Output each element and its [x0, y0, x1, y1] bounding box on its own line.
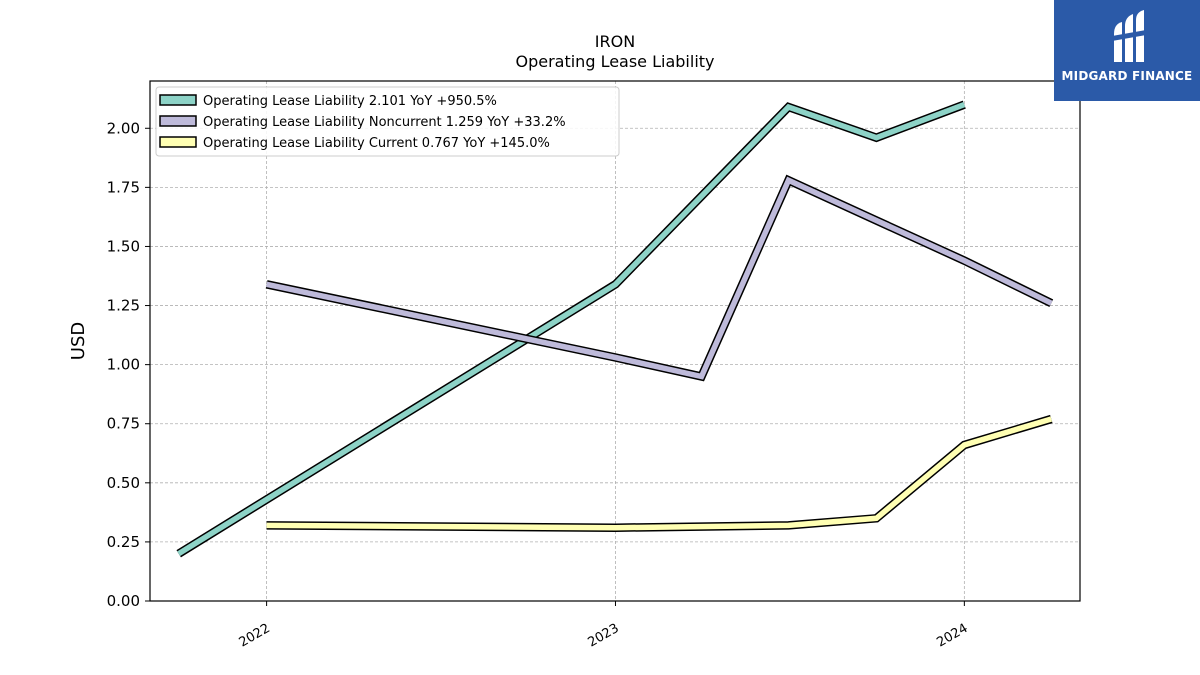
x-tick-label: 2024 [934, 621, 970, 651]
legend-swatch [159, 136, 197, 148]
y-tick-label: 1.50 [107, 237, 140, 255]
x-tick-label: 2023 [585, 621, 621, 651]
y-tick-label: 0.00 [107, 592, 140, 610]
series-line-outline [265, 174, 1054, 382]
brand-name: MIDGARD FINANCE [1061, 69, 1193, 83]
legend-label: Operating Lease Liability Noncurrent 1.2… [203, 115, 566, 130]
series-line-stroke [266, 416, 1053, 531]
y-tick-label: 1.75 [107, 178, 140, 196]
brand-logo: MIDGARD FINANCE [1054, 0, 1200, 101]
series-line-stroke [266, 176, 1053, 380]
y-tick-label: 1.00 [107, 356, 140, 374]
series-line-stroke [177, 102, 966, 557]
y-tick-label: 2.00 [107, 119, 140, 137]
series-line-outline [176, 100, 966, 558]
y-tick-label: 0.25 [107, 533, 140, 551]
series-line-0 [176, 100, 966, 558]
chart-title: IRON [595, 32, 635, 51]
tick-layer: 0.00 0.25 0.50 0.75 1.00 1.25 1.50 1.75 2.00 2022… [107, 119, 971, 650]
y-tick-label: 0.75 [107, 415, 140, 433]
midgard-logo-icon [1112, 10, 1146, 62]
y-axis-label: USD [68, 322, 89, 360]
legend-box [155, 86, 620, 157]
x-tick-label: 2022 [237, 621, 273, 651]
series-layer [176, 100, 1054, 558]
legend-swatch [159, 94, 197, 106]
legend: Operating Lease Liability 2.101 YoY +950… [155, 86, 620, 157]
chart-subtitle: Operating Lease Liability [515, 52, 714, 71]
y-tick-label: 0.50 [107, 474, 140, 492]
legend-swatch [159, 115, 197, 127]
legend-label: Operating Lease Liability 2.101 YoY +950… [203, 94, 497, 109]
series-line-1 [265, 174, 1054, 382]
series-line-2 [266, 414, 1053, 532]
legend-label: Operating Lease Liability Current 0.767 … [203, 136, 550, 151]
y-tick-label: 1.25 [107, 297, 140, 315]
